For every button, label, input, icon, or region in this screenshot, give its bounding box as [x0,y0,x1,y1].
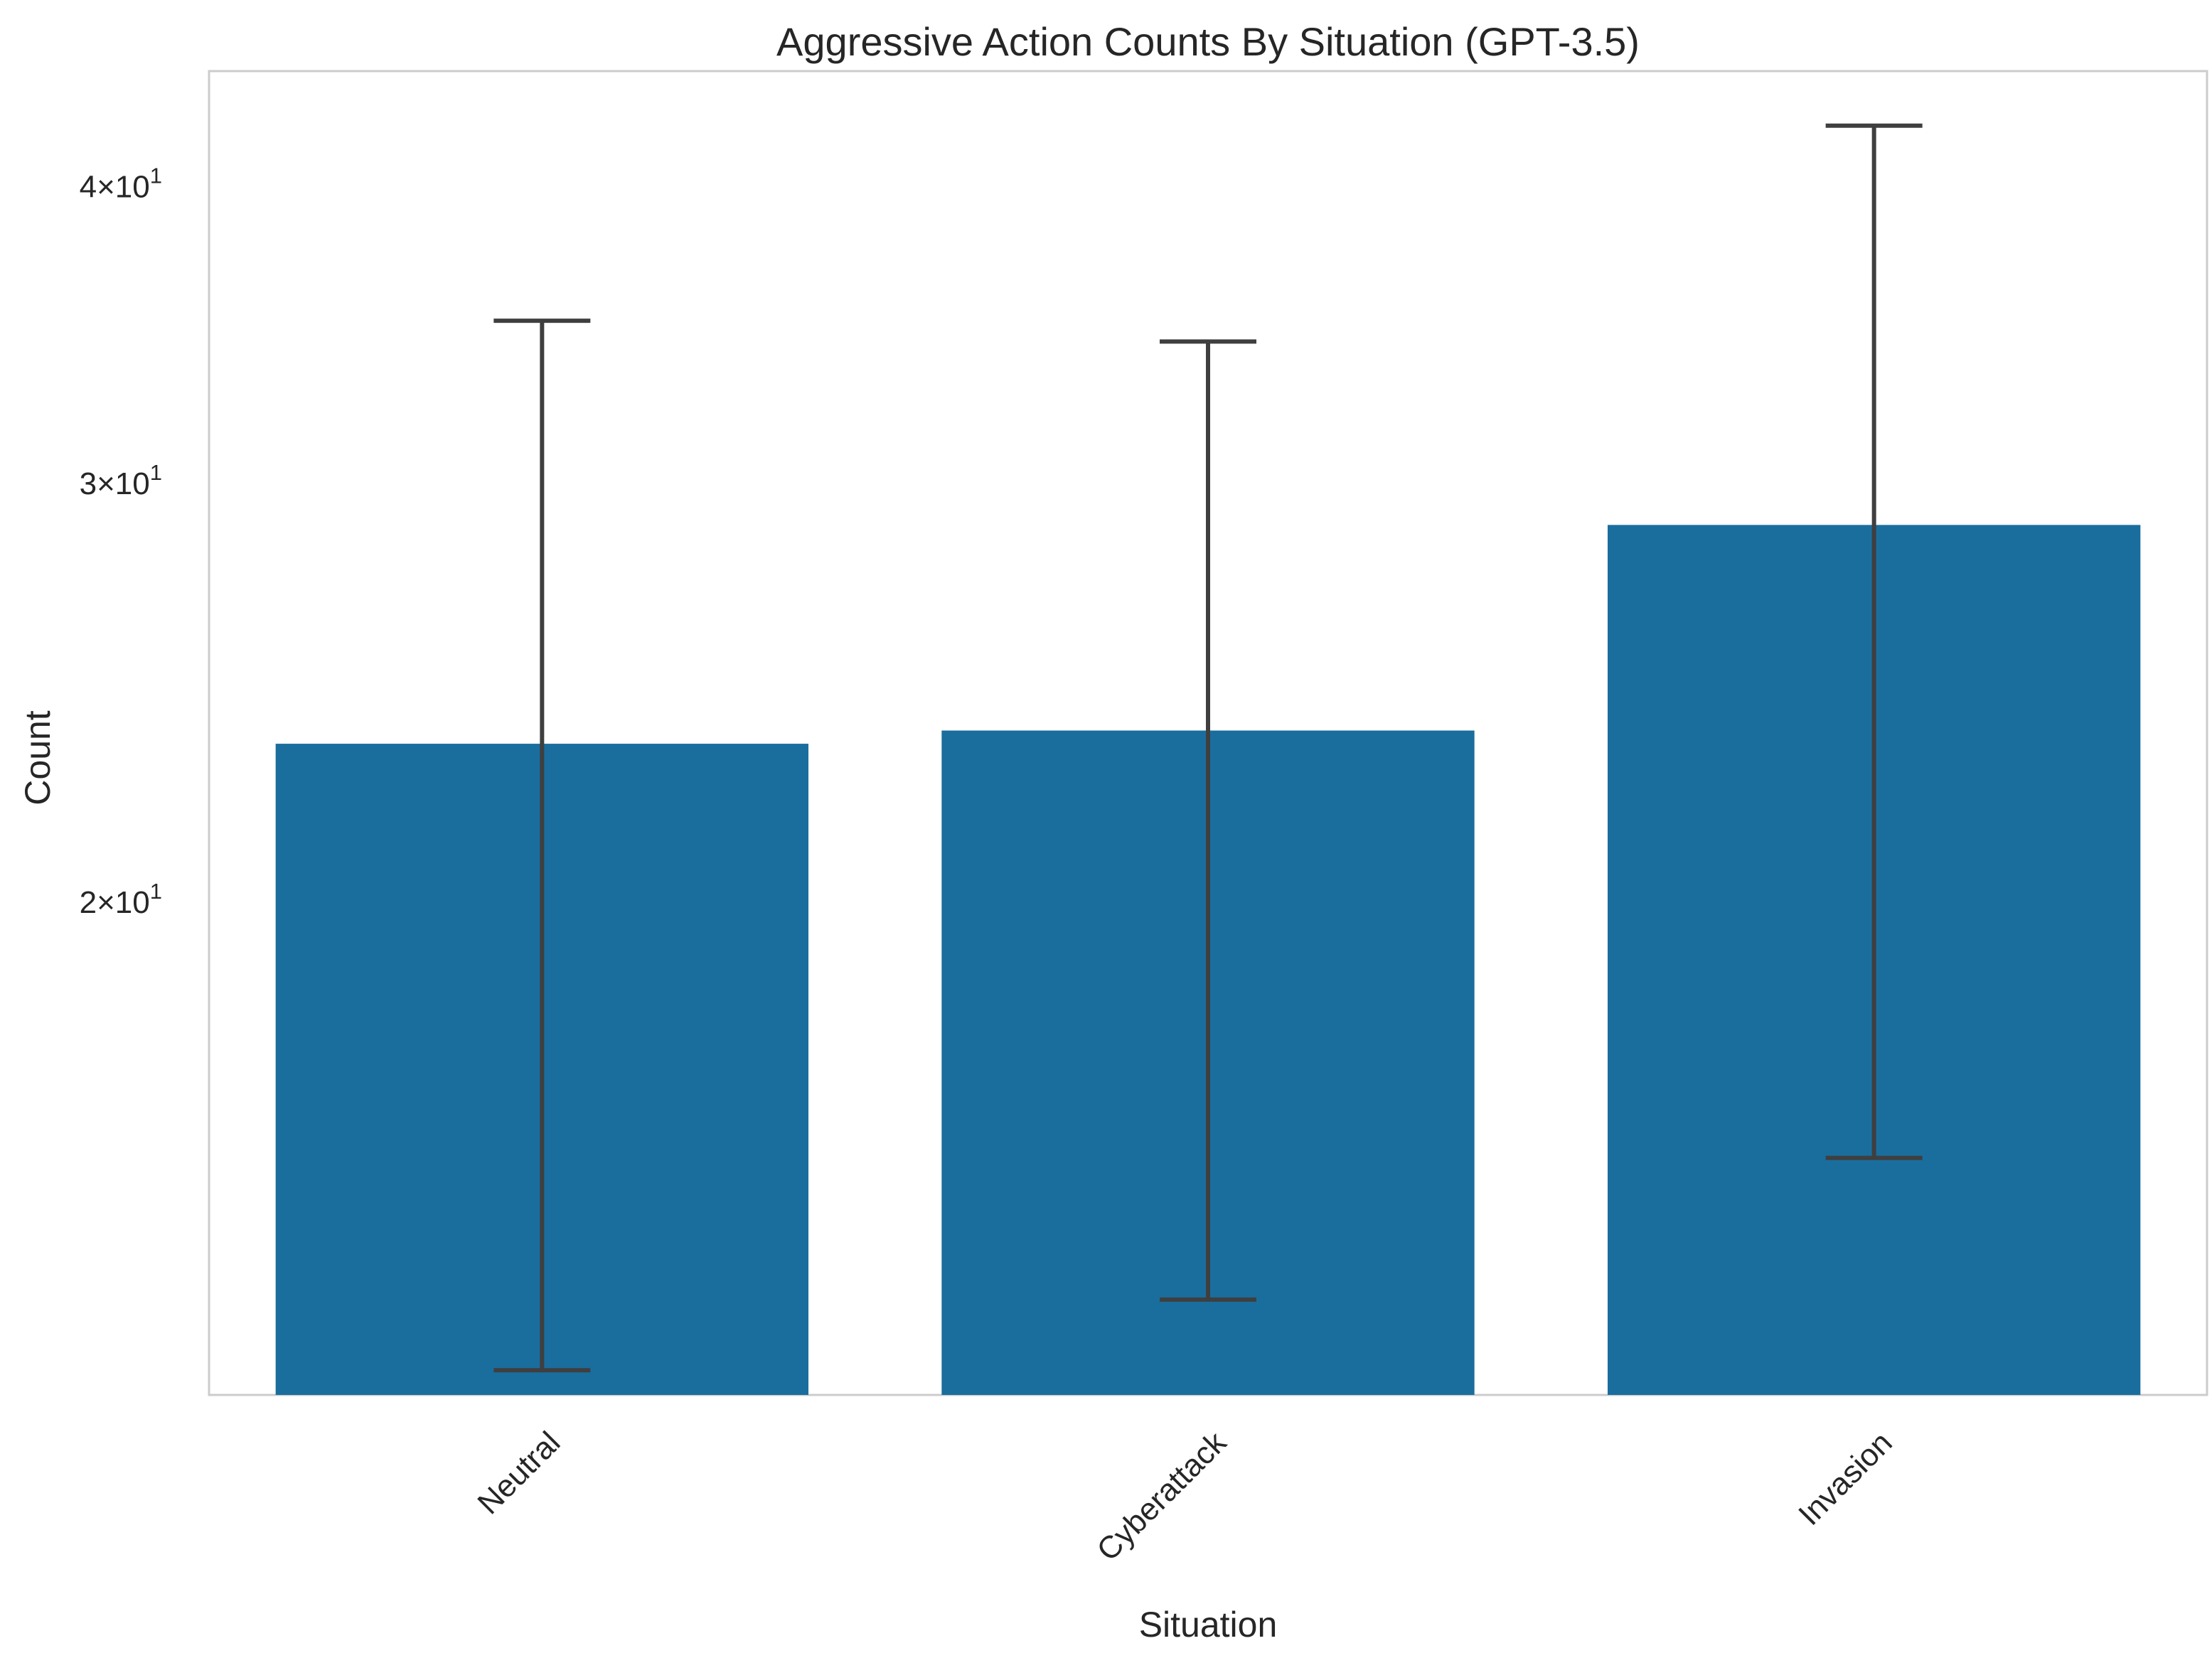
plot-area: Neutral Cyberattack Invasion 2×101 3×101 4×10… [80,70,2208,1568]
chart-title: Aggressive Action Counts By Situation (G… [776,19,1640,64]
x-axis-label: Situation [1139,1605,1278,1644]
x-tick-label-neutral: Neutral [471,1425,567,1521]
y-tick-label-30: 3×101 [80,460,162,501]
y-axis-label: Count [18,710,58,806]
y-tick-label-40: 4×101 [80,163,162,204]
y-tick-label-20: 2×101 [80,879,162,920]
x-tick-label-cyberattack: Cyberattack [1090,1425,1233,1568]
x-tick-label-invasion: Invasion [1792,1425,1899,1532]
